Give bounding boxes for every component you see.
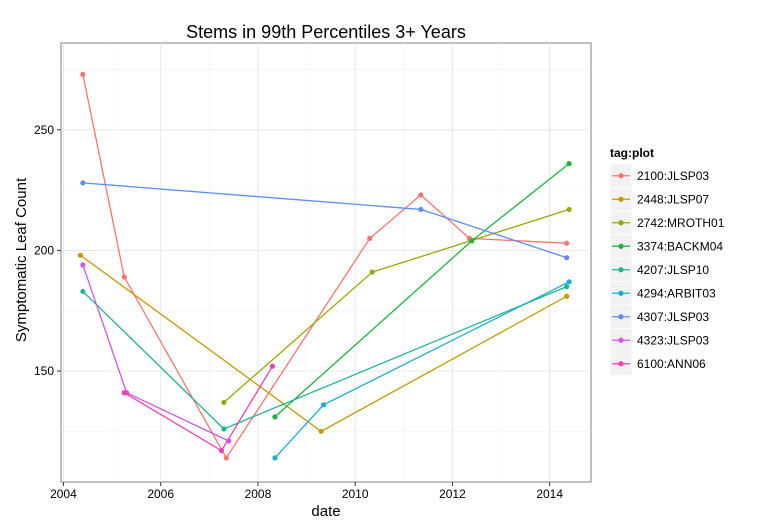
- legend-key-point: [618, 196, 624, 202]
- data-point: [566, 206, 572, 213]
- data-point: [77, 252, 84, 258]
- legend: tag:plot 2100:JLSP03 2448:JLSP07 2742:MROT…: [609, 146, 725, 376]
- y-tick-label: 250: [34, 123, 54, 137]
- x-tick-label: 2010: [342, 487, 369, 501]
- legend-key-point: [618, 243, 624, 249]
- legend-key-point: [618, 314, 624, 320]
- data-point: [320, 402, 327, 408]
- legend-label: 2100:JLSP03: [637, 169, 709, 183]
- legend-title: tag:plot: [610, 146, 654, 160]
- x-tick-label: 2014: [536, 487, 563, 501]
- data-point: [369, 269, 375, 275]
- data-point: [566, 279, 572, 285]
- legend-label: 4207:JLSP10: [637, 263, 709, 277]
- x-tick-label: 2012: [439, 487, 466, 501]
- y-tick-label: 150: [34, 364, 54, 378]
- data-point: [566, 161, 572, 167]
- data-point: [221, 399, 227, 406]
- data-point: [318, 428, 324, 434]
- x-tick-label: 2006: [147, 487, 174, 501]
- legend-key-point: [618, 290, 624, 296]
- data-point: [269, 363, 276, 369]
- data-point: [80, 262, 86, 268]
- data-point: [272, 414, 278, 420]
- data-point: [221, 426, 227, 432]
- x-tick-label: 2004: [50, 487, 77, 501]
- x-axis-title: date: [311, 503, 340, 520]
- plot-area: [60, 42, 592, 483]
- data-point: [121, 274, 127, 280]
- data-point: [80, 180, 86, 186]
- data-point: [367, 235, 373, 241]
- plot-panel-background: [60, 42, 592, 483]
- legend-key-point: [618, 361, 624, 367]
- data-point: [564, 284, 570, 290]
- legend-label: 4307:JLSP03: [637, 310, 709, 324]
- legend-label: 6100:ANN06: [637, 357, 706, 371]
- data-point: [469, 238, 475, 244]
- legend-label: 2742:MROTH01: [637, 216, 725, 230]
- data-point: [80, 288, 86, 295]
- data-point: [418, 206, 424, 213]
- x-tick-label: 2008: [245, 487, 272, 501]
- legend-key-point: [618, 220, 624, 226]
- legend-label: 3374:BACKM04: [637, 239, 723, 253]
- data-point: [80, 71, 86, 77]
- legend-key-point: [618, 173, 624, 179]
- data-point: [272, 455, 278, 461]
- data-point: [564, 255, 570, 261]
- data-point: [564, 240, 570, 246]
- y-tick-label: 200: [34, 243, 54, 257]
- legend-label: 4294:ARBIT03: [637, 286, 716, 300]
- data-point: [564, 293, 570, 299]
- data-point: [418, 192, 424, 198]
- legend-label: 4323:JLSP03: [637, 333, 709, 347]
- legend-key-point: [618, 337, 624, 343]
- legend-label: 2448:JLSP07: [637, 192, 709, 206]
- y-axis-title: Symptomatic Leaf Count: [13, 177, 30, 342]
- legend-key-point: [618, 267, 624, 273]
- data-point: [121, 390, 127, 396]
- data-point: [223, 455, 229, 461]
- chart-title: Stems in 99th Percentiles 3+ Years: [186, 22, 466, 42]
- data-point: [218, 448, 225, 454]
